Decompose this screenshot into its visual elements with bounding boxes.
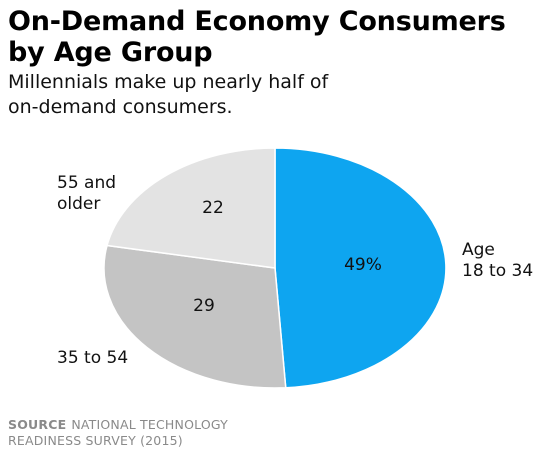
pie-category-labels: Age 18 to 34 35 to 54 55 and older — [57, 173, 533, 368]
chart-title-line-2: by Age Group — [8, 37, 213, 68]
chart-title-line-1: On-Demand Economy Consumers — [8, 6, 506, 37]
pie-value-labels: 49% 29 22 — [193, 198, 382, 316]
pie-value-label-0: 49% — [344, 255, 382, 275]
source-key: SOURCE — [8, 417, 67, 432]
pie-slice-1 — [103, 244, 287, 389]
source-note: SOURCE NATIONAL TECHNOLOGY READINESS SURV… — [8, 417, 528, 449]
pie-value-label-1: 29 — [193, 296, 215, 316]
source-line-2: READINESS SURVEY (2015) — [8, 433, 183, 448]
pie-category-label-0: Age 18 to 34 — [462, 240, 533, 281]
chart-subtitle-line-2: on-demand consumers. — [8, 96, 233, 118]
pie-slices — [103, 147, 447, 389]
pie-category-label-1: 35 to 54 — [57, 348, 128, 368]
pie-slice-2 — [106, 147, 276, 269]
source-line-1: NATIONAL TECHNOLOGY — [71, 417, 228, 432]
chart-title: On-Demand Economy Consumers by Age Group — [8, 6, 553, 68]
chart-subtitle: Millennials make up nearly half of on-de… — [8, 70, 548, 120]
chart-subtitle-line-1: Millennials make up nearly half of — [8, 71, 329, 93]
pie-value-label-2: 22 — [202, 198, 224, 218]
pie-category-label-2: 55 and older — [57, 173, 116, 214]
pie-slice-0 — [274, 147, 447, 389]
